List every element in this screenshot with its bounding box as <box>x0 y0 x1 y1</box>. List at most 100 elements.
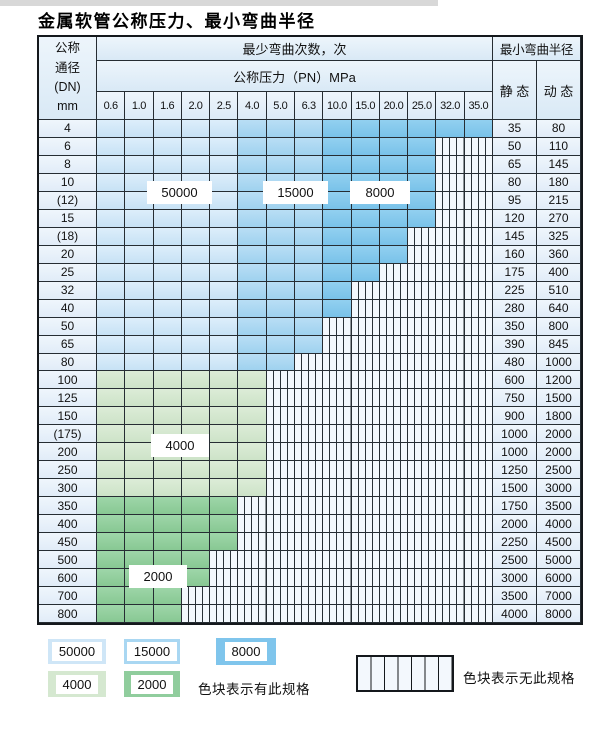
spec-cell <box>266 443 295 462</box>
dynamic-radius-cell: 270 <box>537 209 581 228</box>
spec-cell <box>351 155 380 174</box>
spec-cell <box>351 515 380 534</box>
dynamic-radius-cell: 1800 <box>537 407 581 426</box>
spec-cell <box>295 371 324 390</box>
dn-cell: 350 <box>39 497 97 516</box>
spec-cell <box>351 587 380 606</box>
spec-cell <box>181 371 211 390</box>
dn-cell: 25 <box>39 263 97 282</box>
spec-cell <box>125 497 154 516</box>
static-radius-cell: 1000 <box>493 443 537 462</box>
spec-cell <box>464 479 493 498</box>
spec-cell <box>379 281 409 300</box>
spec-cell <box>181 389 211 408</box>
spec-cell <box>436 479 465 498</box>
spec-cell <box>351 425 380 444</box>
spec-cell <box>408 281 437 300</box>
spec-cell <box>97 551 126 570</box>
static-radius-cell: 350 <box>493 317 537 336</box>
dynamic-radius-cell: 3500 <box>537 497 581 516</box>
spec-cell <box>97 245 126 264</box>
legend-label-4000: 4000 <box>55 674 99 694</box>
spec-cell <box>97 155 126 174</box>
spec-cell <box>295 461 324 480</box>
spec-cell <box>181 353 211 372</box>
spec-cell <box>379 551 409 570</box>
spec-cell <box>210 227 239 246</box>
spec-cell <box>266 120 295 138</box>
spec-cell <box>97 137 126 156</box>
spec-cell <box>125 479 154 498</box>
header-dn: 公称 通径 (DN) mm <box>39 37 97 120</box>
zone-label-4000: 4000 <box>151 434 209 457</box>
spec-cell <box>210 335 239 354</box>
spec-cell <box>210 497 239 516</box>
spec-cell <box>210 371 239 390</box>
spec-cell <box>464 281 493 300</box>
pressure-tick-cell: 10.0 <box>323 92 352 120</box>
spec-cell <box>295 605 324 623</box>
static-radius-cell: 3000 <box>493 569 537 588</box>
spec-cell <box>153 605 182 623</box>
spec-cell <box>464 443 493 462</box>
spec-cell <box>266 425 295 444</box>
spec-cell <box>351 461 380 480</box>
spec-cell <box>153 461 182 480</box>
spec-cell <box>238 137 267 156</box>
spec-cell <box>436 371 465 390</box>
pressure-tick-cell: 4.0 <box>238 92 267 120</box>
spec-cell <box>464 155 493 174</box>
spec-cell <box>464 515 493 534</box>
spec-cell <box>238 515 267 534</box>
dn-cell: 15 <box>39 209 97 228</box>
spec-cell <box>210 191 239 210</box>
spec-cell <box>125 353 154 372</box>
spec-cell <box>464 497 493 516</box>
spec-cell <box>181 551 211 570</box>
header-dn-line: mm <box>57 99 78 114</box>
spec-cell <box>408 371 437 390</box>
spec-cell <box>408 317 437 336</box>
spec-cell <box>436 443 465 462</box>
spec-cell <box>266 587 295 606</box>
spec-cell <box>408 551 437 570</box>
spec-cell <box>266 209 295 228</box>
spec-cell <box>408 425 437 444</box>
scan-artifact-strip <box>0 0 438 6</box>
spec-cell <box>464 587 493 606</box>
static-radius-cell: 390 <box>493 335 537 354</box>
spec-cell <box>97 263 126 282</box>
spec-cell <box>436 281 465 300</box>
dn-cell: 6 <box>39 137 97 156</box>
spec-cell <box>266 245 295 264</box>
static-radius-cell: 750 <box>493 389 537 408</box>
spec-cell <box>464 173 493 192</box>
spec-cell <box>436 389 465 408</box>
spec-cell <box>351 120 380 138</box>
dynamic-radius-cell: 4500 <box>537 533 581 552</box>
spec-cell <box>436 299 465 318</box>
static-radius-cell: 80 <box>493 173 537 192</box>
spec-cell <box>436 120 465 138</box>
spec-cell <box>379 299 409 318</box>
spec-cell <box>181 461 211 480</box>
spec-cell <box>153 587 182 606</box>
spec-cell <box>379 515 409 534</box>
spec-cell <box>97 299 126 318</box>
spec-cell <box>153 335 182 354</box>
spec-cell <box>436 497 465 516</box>
spec-cell <box>379 227 409 246</box>
pressure-tick-cell: 2.0 <box>181 92 211 120</box>
dn-cell: 8 <box>39 155 97 174</box>
spec-cell <box>238 551 267 570</box>
spec-cell <box>351 137 380 156</box>
spec-cell <box>323 551 352 570</box>
spec-cell <box>153 317 182 336</box>
spec-cell <box>210 281 239 300</box>
spec-cell <box>408 479 437 498</box>
spec-cell <box>379 497 409 516</box>
spec-cell <box>464 245 493 264</box>
spec-cell <box>408 389 437 408</box>
spec-cell <box>125 263 154 282</box>
dn-cell: 10 <box>39 173 97 192</box>
